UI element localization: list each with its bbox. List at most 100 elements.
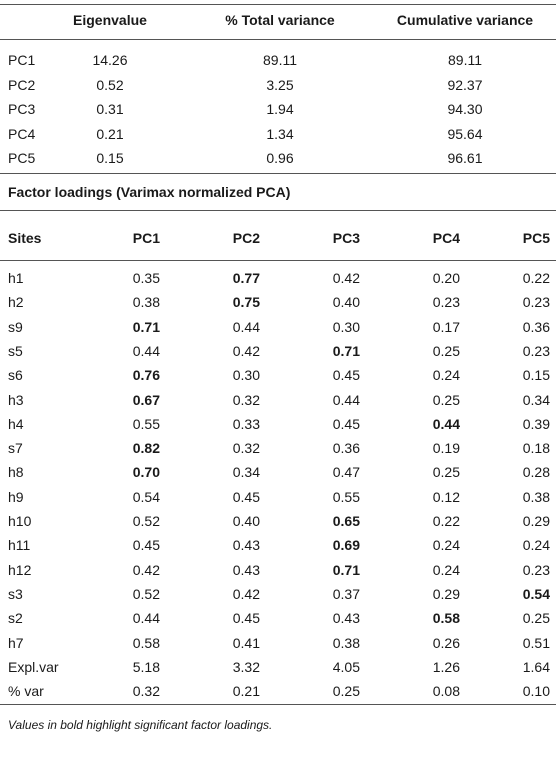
loading-cell: 0.29 (432, 585, 460, 602)
loading-cell: 0.44 (332, 391, 360, 408)
loading-cell: 0.45 (332, 415, 360, 432)
loading-cell: 0.71 (132, 318, 160, 335)
table-row: % var 0.32 0.21 0.25 0.08 0.10 (0, 679, 556, 703)
loading-cell: 0.43 (332, 610, 360, 627)
loading-cell: 0.21 (232, 683, 260, 700)
row-label: PC5 (8, 150, 36, 166)
table-cell: 0.31 (96, 101, 124, 117)
loading-cell: 0.37 (332, 585, 360, 602)
loading-cell: 0.45 (232, 488, 260, 505)
table-row: h1 0.35 0.77 0.42 0.20 0.22 (0, 266, 556, 290)
loading-cell: 5.18 (132, 658, 160, 675)
site-label: h8 (8, 464, 24, 481)
table-cell: 3.25 (266, 76, 294, 93)
table-row: PC3 0.31 1.94 94.30 (0, 97, 556, 121)
loading-cell: 0.38 (522, 488, 550, 505)
loading-cell: 0.76 (132, 367, 160, 384)
table-row: h7 0.58 0.41 0.38 0.26 0.51 (0, 631, 556, 655)
table-row: PC5 0.15 0.96 96.61 (0, 146, 556, 170)
loading-cell: 0.44 (432, 415, 460, 432)
loading-cell: 0.23 (522, 561, 550, 578)
loading-cell: 0.23 (522, 342, 550, 359)
loading-cell: 0.38 (132, 294, 160, 311)
loading-cell: 0.42 (132, 561, 160, 578)
loading-cell: 0.24 (522, 537, 550, 554)
loading-cell: 0.82 (132, 440, 160, 457)
header-pc4: PC4 (432, 230, 460, 246)
site-label: h2 (8, 294, 24, 311)
table-cell: 0.52 (96, 76, 124, 93)
table-row: PC2 0.52 3.25 92.37 (0, 73, 556, 97)
loading-cell: 0.71 (332, 342, 360, 359)
loading-cell: 0.35 (132, 270, 160, 286)
header-pc3: PC3 (332, 230, 360, 246)
table-cell: 0.21 (96, 125, 124, 142)
loading-cell: 0.22 (522, 270, 550, 286)
loading-cell: 0.32 (132, 683, 160, 700)
loadings-table-header: Sites PC1 PC2 PC3 PC4 PC5 (0, 226, 556, 250)
loading-cell: 0.52 (132, 513, 160, 529)
loading-cell: 0.41 (232, 634, 260, 651)
loading-cell: 0.24 (432, 367, 460, 384)
loading-cell: 0.43 (232, 561, 260, 578)
loading-cell: 0.42 (332, 270, 360, 286)
loading-cell: 0.45 (132, 537, 160, 554)
site-label: s3 (8, 585, 23, 602)
site-label: h12 (8, 561, 32, 578)
loading-cell: 0.40 (232, 513, 260, 529)
loading-cell: 0.17 (432, 318, 460, 335)
loading-cell: 0.39 (522, 415, 550, 432)
loading-cell: 0.32 (232, 440, 260, 457)
site-label: s7 (8, 440, 23, 457)
loadings-top-rule (0, 210, 556, 211)
top-header-rule (0, 39, 556, 40)
top-table-header: Eigenvalue % Total variance Cumulative v… (0, 8, 556, 32)
header-pc5: PC5 (522, 230, 550, 246)
loading-cell: 0.34 (232, 464, 260, 481)
loading-cell: 0.55 (332, 488, 360, 505)
loading-cell: 0.20 (432, 270, 460, 286)
loading-cell: 0.44 (132, 610, 160, 627)
table-row: s6 0.76 0.30 0.45 0.24 0.15 (0, 363, 556, 387)
header-total-variance: % Total variance (225, 12, 335, 28)
table-cell: 89.11 (448, 52, 482, 68)
table-cell: 89.11 (263, 52, 297, 68)
loading-cell: 0.18 (522, 440, 550, 457)
loading-cell: 0.24 (432, 561, 460, 578)
site-label: s6 (8, 367, 23, 384)
row-label: PC2 (8, 76, 36, 93)
loading-cell: 0.77 (232, 270, 260, 286)
loading-cell: 0.22 (432, 513, 460, 529)
loading-cell: 0.58 (132, 634, 160, 651)
loading-cell: 0.28 (522, 464, 550, 481)
row-label: PC4 (8, 125, 36, 142)
site-label: s2 (8, 610, 23, 627)
table-row: h2 0.38 0.75 0.40 0.23 0.23 (0, 290, 556, 314)
loading-cell: 0.23 (522, 294, 550, 311)
header-pc2: PC2 (232, 230, 260, 246)
loading-cell: 0.08 (432, 683, 460, 700)
loading-cell: 0.25 (332, 683, 360, 700)
loading-cell: 0.15 (522, 367, 550, 384)
table-cell: 0.96 (266, 150, 294, 166)
loading-cell: 0.45 (232, 610, 260, 627)
loading-cell: 0.44 (132, 342, 160, 359)
bottom-rule (0, 704, 556, 705)
loading-cell: 0.10 (522, 683, 550, 700)
loading-cell: 0.23 (432, 294, 460, 311)
site-label: h4 (8, 415, 24, 432)
table-cell: 94.30 (447, 101, 483, 117)
loading-cell: 0.19 (432, 440, 460, 457)
loading-cell: 0.71 (332, 561, 360, 578)
table-cell: 1.34 (266, 125, 294, 142)
loading-cell: 1.64 (522, 658, 550, 675)
loading-cell: 0.29 (522, 513, 550, 529)
table-cell: 96.61 (447, 150, 483, 166)
loading-cell: 0.43 (232, 537, 260, 554)
site-label: h7 (8, 634, 24, 651)
loading-cell: 0.25 (432, 391, 460, 408)
loading-cell: 0.12 (432, 488, 460, 505)
loading-cell: 0.58 (432, 610, 460, 627)
table-row: h12 0.42 0.43 0.71 0.24 0.23 (0, 558, 556, 582)
